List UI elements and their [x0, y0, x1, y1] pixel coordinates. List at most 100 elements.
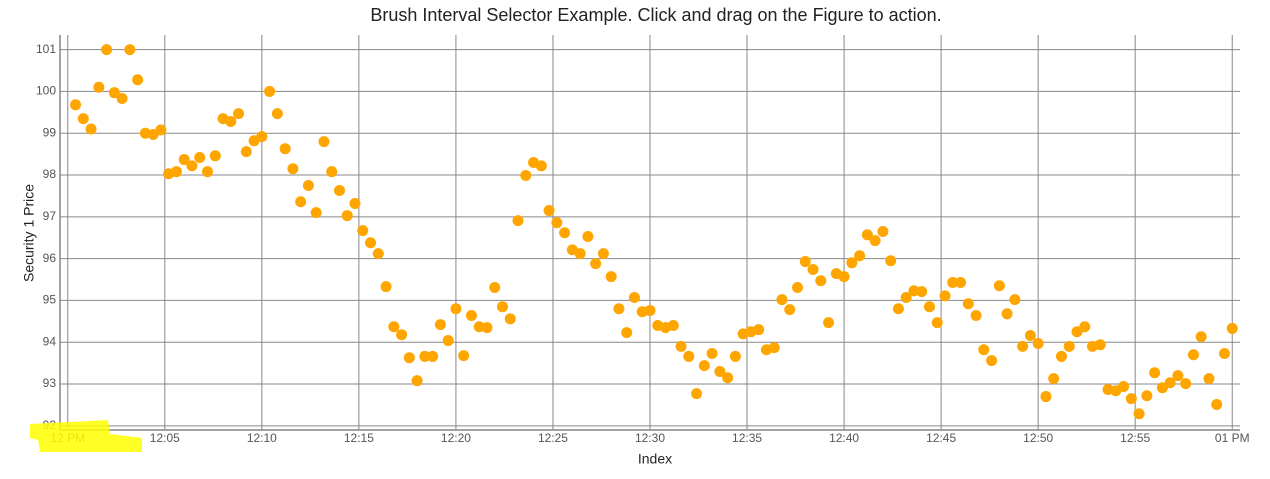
point: [1195, 331, 1207, 343]
point: [77, 113, 89, 125]
point: [108, 87, 120, 99]
point: [628, 291, 640, 303]
point: [1024, 330, 1036, 342]
point: [70, 99, 82, 111]
y-tick-label: 97: [43, 209, 57, 223]
point: [877, 225, 889, 237]
point: [450, 303, 462, 315]
point: [1164, 377, 1176, 389]
point: [178, 154, 190, 166]
point: [295, 196, 307, 208]
point: [590, 258, 602, 270]
point: [357, 225, 369, 237]
y-tick-label: 100: [36, 84, 56, 98]
x-tick-label: 12:40: [829, 431, 859, 445]
point: [1133, 408, 1145, 420]
point: [807, 263, 819, 275]
y-tick-label: 101: [36, 42, 56, 56]
point: [209, 150, 221, 162]
point: [753, 324, 765, 336]
point: [1141, 390, 1153, 402]
point: [729, 350, 741, 362]
point: [194, 151, 206, 163]
y-tick-label: 96: [43, 251, 57, 265]
point: [1055, 350, 1067, 362]
x-tick-label: 12:20: [441, 431, 471, 445]
point: [815, 275, 827, 287]
point: [225, 116, 237, 128]
point: [559, 227, 571, 239]
point: [551, 217, 563, 229]
point: [442, 335, 454, 347]
point: [372, 248, 384, 260]
point: [256, 131, 268, 143]
point: [916, 286, 928, 298]
point: [279, 143, 291, 155]
point: [597, 248, 609, 260]
point: [458, 350, 470, 362]
point: [993, 280, 1005, 292]
y-tick-label: 94: [43, 334, 57, 348]
point: [271, 108, 283, 120]
point: [520, 169, 532, 181]
point: [1203, 373, 1215, 385]
point: [892, 303, 904, 315]
point: [85, 123, 97, 135]
x-tick-label: 12:50: [1023, 431, 1053, 445]
point: [947, 276, 959, 288]
point: [1094, 339, 1106, 351]
point: [838, 271, 850, 283]
point: [1001, 308, 1013, 320]
point: [1187, 349, 1199, 361]
y-tick-label: 93: [43, 376, 57, 390]
point: [574, 248, 586, 260]
point: [481, 322, 493, 334]
point: [380, 281, 392, 293]
point: [885, 255, 897, 267]
x-tick-label: 12:25: [538, 431, 568, 445]
point: [411, 375, 423, 387]
point: [776, 294, 788, 306]
point: [310, 207, 322, 219]
point: [698, 360, 710, 372]
point: [388, 321, 400, 333]
point: [101, 44, 113, 56]
point: [403, 352, 415, 364]
point: [854, 250, 866, 262]
point: [939, 290, 951, 302]
point: [202, 166, 213, 178]
x-tick-label: 12:35: [732, 431, 762, 445]
point: [799, 256, 811, 268]
point: [621, 327, 633, 339]
point: [644, 304, 656, 316]
point: [132, 74, 144, 86]
point: [1048, 373, 1060, 385]
point: [1040, 391, 1052, 403]
x-tick-label: 12:15: [344, 431, 374, 445]
point: [512, 215, 524, 227]
plot-area[interactable]: 929394959697989910010112 PM12:0512:1012:…: [36, 35, 1250, 445]
y-tick-label: 95: [43, 293, 57, 307]
point: [970, 309, 982, 321]
point: [318, 136, 330, 148]
point: [116, 93, 128, 105]
point: [861, 229, 873, 241]
point: [714, 365, 726, 377]
point: [613, 303, 625, 315]
point: [465, 309, 477, 321]
point: [955, 276, 967, 288]
point: [823, 317, 835, 329]
point: [900, 291, 912, 303]
point: [349, 197, 361, 209]
x-tick-label: 12:10: [247, 431, 277, 445]
point: [504, 313, 516, 325]
point: [1063, 340, 1075, 352]
point: [1226, 322, 1238, 334]
point: [341, 210, 353, 222]
x-tick-label: 12:45: [926, 431, 956, 445]
point: [170, 166, 182, 178]
chart-title: Brush Interval Selector Example. Click a…: [370, 5, 941, 25]
point: [365, 237, 377, 249]
point: [605, 271, 617, 283]
